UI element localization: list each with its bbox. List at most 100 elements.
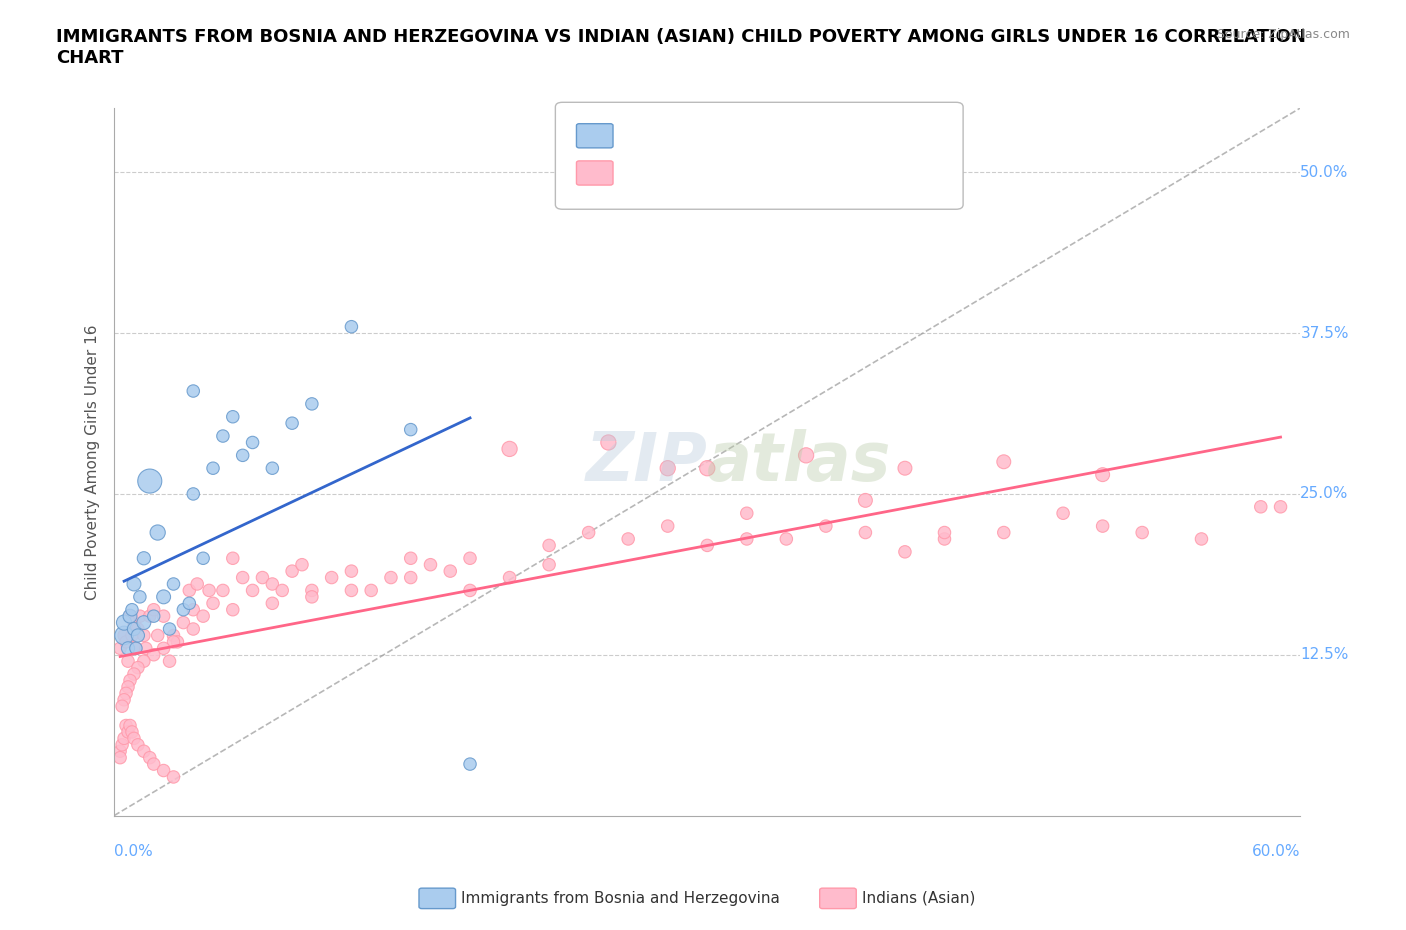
Point [118, 609, 141, 624]
Point [657, 460, 679, 475]
Point [122, 731, 145, 746]
Point [112, 692, 135, 707]
Point [340, 319, 363, 334]
Point [775, 532, 797, 547]
Text: atlas: atlas [707, 429, 891, 495]
Point [135, 641, 157, 656]
Point [152, 764, 174, 778]
Point [281, 416, 304, 431]
Point [142, 757, 165, 772]
Point [340, 583, 363, 598]
Text: IMMIGRANTS FROM BOSNIA AND HERZEGOVINA VS INDIAN (ASIAN) CHILD POVERTY AMONG GIR: IMMIGRANTS FROM BOSNIA AND HERZEGOVINA V… [56, 28, 1306, 67]
Point [108, 751, 131, 765]
Text: Immigrants from Bosnia and Herzegovina: Immigrants from Bosnia and Herzegovina [461, 891, 780, 906]
Point [538, 557, 561, 572]
Point [118, 673, 141, 688]
Point [152, 641, 174, 656]
Point [112, 628, 135, 643]
Point [232, 448, 254, 463]
Point [399, 422, 422, 437]
Point [301, 583, 323, 598]
Point [301, 396, 323, 411]
Point [232, 570, 254, 585]
Point [118, 609, 141, 624]
Point [181, 383, 204, 398]
Point [108, 744, 131, 759]
Point [252, 570, 274, 585]
Point [132, 551, 155, 565]
Point [181, 486, 204, 501]
Point [179, 583, 201, 598]
Point [172, 615, 194, 630]
Point [112, 731, 135, 746]
Point [142, 647, 165, 662]
Text: 12.5%: 12.5% [1301, 647, 1348, 662]
Point [127, 660, 149, 675]
Point [242, 583, 264, 598]
Point [934, 525, 956, 540]
Point [121, 628, 143, 643]
Point [122, 621, 145, 636]
Point [1191, 532, 1213, 547]
Point [115, 634, 138, 649]
Point [115, 686, 138, 701]
Point [1091, 467, 1114, 482]
Point [794, 448, 817, 463]
Point [1091, 519, 1114, 534]
Point [340, 564, 363, 578]
Point [122, 577, 145, 591]
Point [222, 603, 245, 618]
Point [132, 744, 155, 759]
Point [262, 596, 284, 611]
Point [271, 583, 294, 598]
Point [125, 641, 148, 656]
Point [855, 493, 877, 508]
Point [118, 718, 141, 733]
Point [162, 628, 184, 643]
Point [321, 570, 343, 585]
Point [498, 442, 520, 457]
Point [162, 769, 184, 784]
Point [166, 634, 188, 649]
Text: Indians (Asian): Indians (Asian) [862, 891, 976, 906]
Point [894, 544, 917, 559]
Point [657, 519, 679, 534]
Text: ZIP: ZIP [585, 429, 707, 495]
Point [212, 429, 235, 444]
Text: N =  108: N = 108 [785, 165, 858, 179]
Point [301, 590, 323, 604]
Text: Source: ZipAtlas.com: Source: ZipAtlas.com [1216, 28, 1350, 41]
Point [146, 628, 169, 643]
Text: 60.0%: 60.0% [1251, 844, 1301, 859]
Point [121, 603, 143, 618]
Point [934, 532, 956, 547]
Point [181, 603, 204, 618]
Point [108, 641, 131, 656]
Point [117, 641, 139, 656]
Point [538, 538, 561, 552]
Point [198, 583, 221, 598]
Point [281, 564, 304, 578]
Point [212, 583, 235, 598]
Text: 50.0%: 50.0% [1301, 165, 1348, 179]
Point [127, 621, 149, 636]
Point [159, 654, 181, 669]
Point [111, 737, 134, 752]
Point [894, 460, 917, 475]
Point [439, 564, 461, 578]
Point [159, 621, 181, 636]
Point [162, 577, 184, 591]
Point [578, 525, 600, 540]
Text: 37.5%: 37.5% [1301, 326, 1348, 340]
Text: R = 0.387: R = 0.387 [619, 127, 702, 142]
Point [139, 473, 162, 488]
Point [598, 435, 620, 450]
Point [993, 525, 1015, 540]
Point [181, 621, 204, 636]
Point [242, 435, 264, 450]
Point [1270, 499, 1292, 514]
Point [117, 680, 139, 695]
Point [115, 718, 138, 733]
Y-axis label: Child Poverty Among Girls Under 16: Child Poverty Among Girls Under 16 [86, 324, 100, 600]
Point [132, 615, 155, 630]
